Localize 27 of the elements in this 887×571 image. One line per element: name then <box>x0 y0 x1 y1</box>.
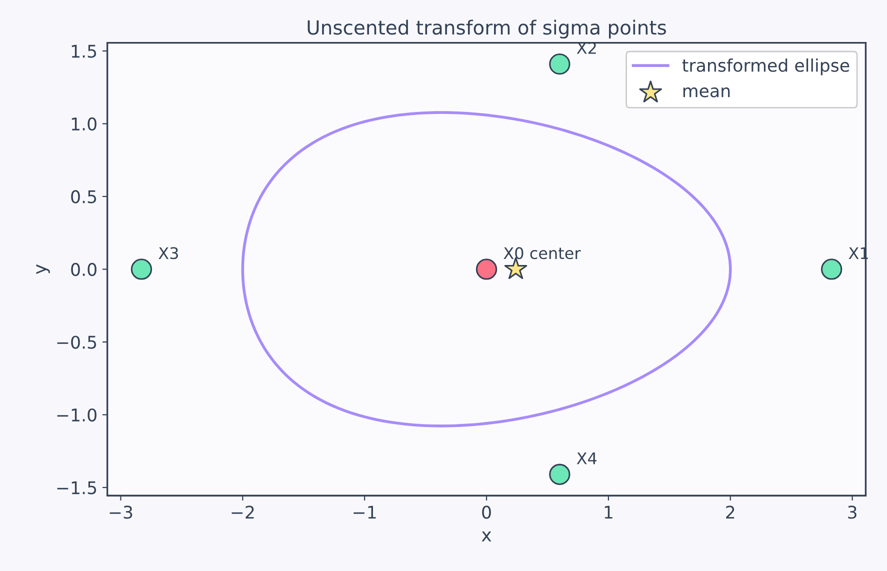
point <box>130 258 152 280</box>
x-tick-label: 2 <box>726 506 734 519</box>
y-tick-label: −0.5 <box>57 336 96 349</box>
chart-title: Unscented transform of sigma points <box>308 20 666 39</box>
annotation: X3 <box>158 247 178 260</box>
y-tick-label: 1.0 <box>72 117 96 131</box>
x-tick-label: 1 <box>604 506 612 519</box>
annotation: X4 <box>576 452 597 464</box>
x-tick-label: −1 <box>354 506 376 519</box>
point <box>820 258 842 280</box>
y-tick-label: −1.0 <box>57 408 96 422</box>
annotation: X0 center <box>504 247 581 260</box>
y-axis-title: y <box>36 264 50 274</box>
x-axis-title: x <box>482 532 492 542</box>
x-tick-label: 0 <box>482 506 491 519</box>
y-tick-label: 0.0 <box>71 262 96 276</box>
legend-label: transformed ellipse <box>682 58 850 76</box>
y-tick-label: 1.5 <box>72 44 96 58</box>
point <box>476 258 498 280</box>
x-tick-label: 3 <box>848 506 856 519</box>
x-tick-label: −2 <box>232 506 254 519</box>
y-tick-label: 0.5 <box>71 190 96 204</box>
point <box>549 53 570 75</box>
y-tick-label: −1.5 <box>57 481 96 494</box>
x-tick-label: −3 <box>110 506 132 519</box>
point <box>549 464 570 485</box>
legend-label: mean <box>683 87 730 98</box>
